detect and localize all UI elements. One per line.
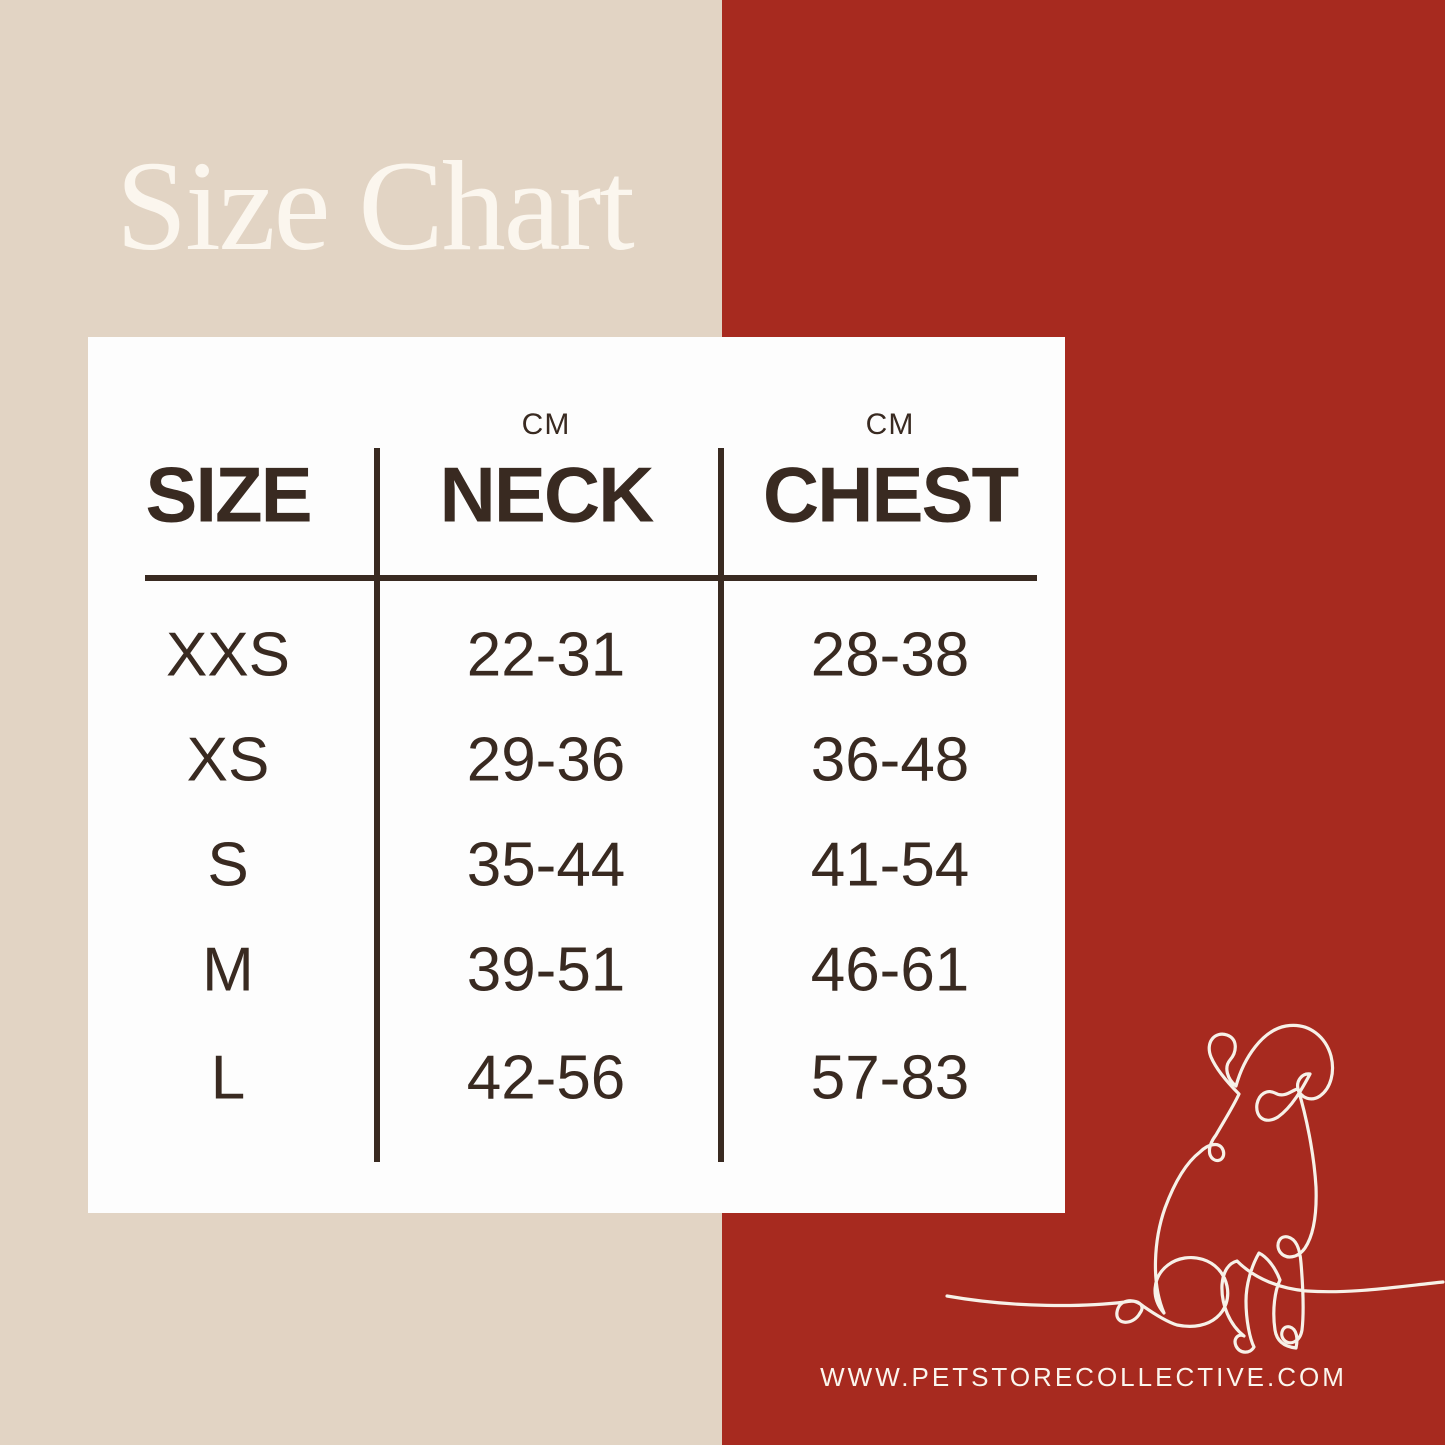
- header-rule: [145, 575, 1037, 581]
- column-header-size: SIZE: [145, 450, 312, 539]
- column-divider: [718, 448, 724, 1162]
- unit-label-chest: CM: [865, 408, 915, 441]
- cell-chest: 46-61: [810, 935, 970, 1005]
- dog-line-art-illustration: [945, 1023, 1445, 1354]
- cell-size: XS: [186, 725, 270, 795]
- cell-neck: 22-31: [466, 620, 626, 690]
- cell-neck: 39-51: [466, 935, 626, 1005]
- cell-chest: 36-48: [810, 725, 970, 795]
- column-divider: [374, 448, 380, 1162]
- cell-size: S: [207, 830, 249, 900]
- cell-size: L: [210, 1043, 246, 1113]
- cell-chest: 41-54: [810, 830, 970, 900]
- page-title: Size Chart: [116, 135, 635, 277]
- cell-size: XXS: [165, 620, 291, 690]
- cell-size: M: [202, 935, 254, 1005]
- cell-neck: 42-56: [466, 1043, 626, 1113]
- size-chart-card: CM CM SIZE NECK CHEST XXS 22-31 28-38 XS…: [88, 337, 1065, 1213]
- column-header-chest: CHEST: [762, 450, 1019, 539]
- cell-neck: 29-36: [466, 725, 626, 795]
- cell-chest: 28-38: [810, 620, 970, 690]
- website-url: WWW.PETSTORECOLLECTIVE.COM: [820, 1362, 1347, 1392]
- cell-chest: 57-83: [810, 1043, 970, 1113]
- cell-neck: 35-44: [466, 830, 626, 900]
- dog-line-path: [945, 1023, 1445, 1354]
- unit-label-neck: CM: [521, 408, 571, 441]
- column-header-neck: NECK: [439, 450, 654, 539]
